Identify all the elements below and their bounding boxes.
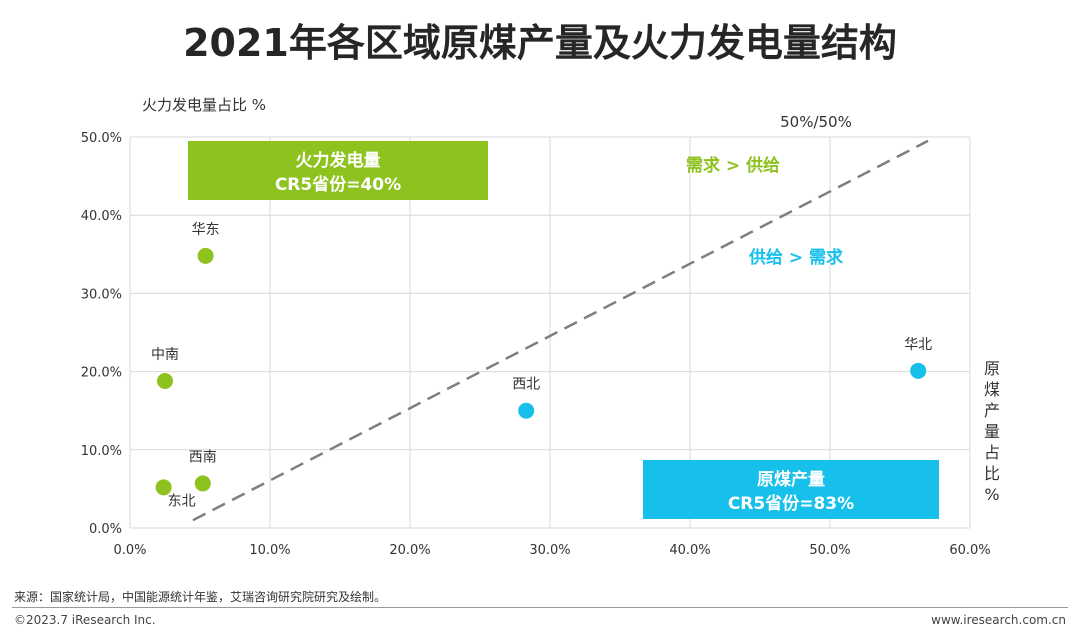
y-tick-label: 40.0%	[81, 209, 122, 224]
point-label: 华东	[192, 222, 220, 238]
y-tick-label: 50.0%	[81, 131, 122, 146]
reference-line	[192, 139, 929, 522]
y-axis-label: 火力发电量占比 %	[142, 96, 266, 114]
y-tick-label: 20.0%	[81, 366, 122, 381]
data-point	[155, 479, 172, 496]
data-point	[157, 372, 173, 389]
chart-title: 2021年各区域原煤产量及火力发电量结构	[183, 21, 897, 65]
point-label: 华北	[904, 337, 932, 353]
point-label: 东北	[168, 493, 196, 509]
point-label: 中南	[151, 347, 179, 363]
supply-over-demand-label: 供给 > 需求	[748, 247, 843, 268]
x-tick-label: 30.0%	[529, 543, 570, 558]
data-point	[194, 475, 211, 492]
thermal-box-title: 火力发电量	[296, 150, 381, 171]
point-label: 西北	[512, 377, 540, 393]
data-point	[197, 247, 214, 264]
data-point	[910, 362, 927, 379]
x-tick-label: 40.0%	[669, 543, 710, 558]
coal-box-title: 原煤产量	[757, 469, 825, 490]
demand-over-supply-label: 需求 > 供给	[686, 155, 780, 176]
coal-box	[643, 460, 939, 519]
y-tick-label: 10.0%	[81, 444, 122, 459]
x-tick-label: 60.0%	[949, 543, 990, 558]
coal-box-value: CR5省份=83%	[728, 493, 854, 514]
x-tick-label: 50.0%	[809, 543, 850, 558]
x-tick-label: 0.0%	[113, 543, 146, 558]
thermal-box	[188, 141, 488, 200]
y-tick-label: 0.0%	[89, 522, 122, 537]
x-tick-label: 10.0%	[249, 543, 290, 558]
x-axis-label: 原煤产量占比%	[984, 359, 1000, 504]
point-label: 西南	[189, 449, 217, 465]
footer-divider	[12, 607, 1068, 608]
source-note: 来源：国家统计局，中国能源统计年鉴，艾瑞咨询研究院研究及绘制。	[14, 590, 387, 604]
website-link[interactable]: www.iresearch.com.cn	[931, 613, 1066, 627]
reference-line-label: 50%/50%	[780, 113, 852, 131]
copyright: ©2023.7 iResearch Inc.	[14, 613, 156, 627]
y-tick-label: 30.0%	[81, 287, 122, 302]
data-point	[518, 402, 535, 419]
thermal-box-value: CR5省份=40%	[275, 174, 401, 195]
x-tick-label: 20.0%	[389, 543, 430, 558]
